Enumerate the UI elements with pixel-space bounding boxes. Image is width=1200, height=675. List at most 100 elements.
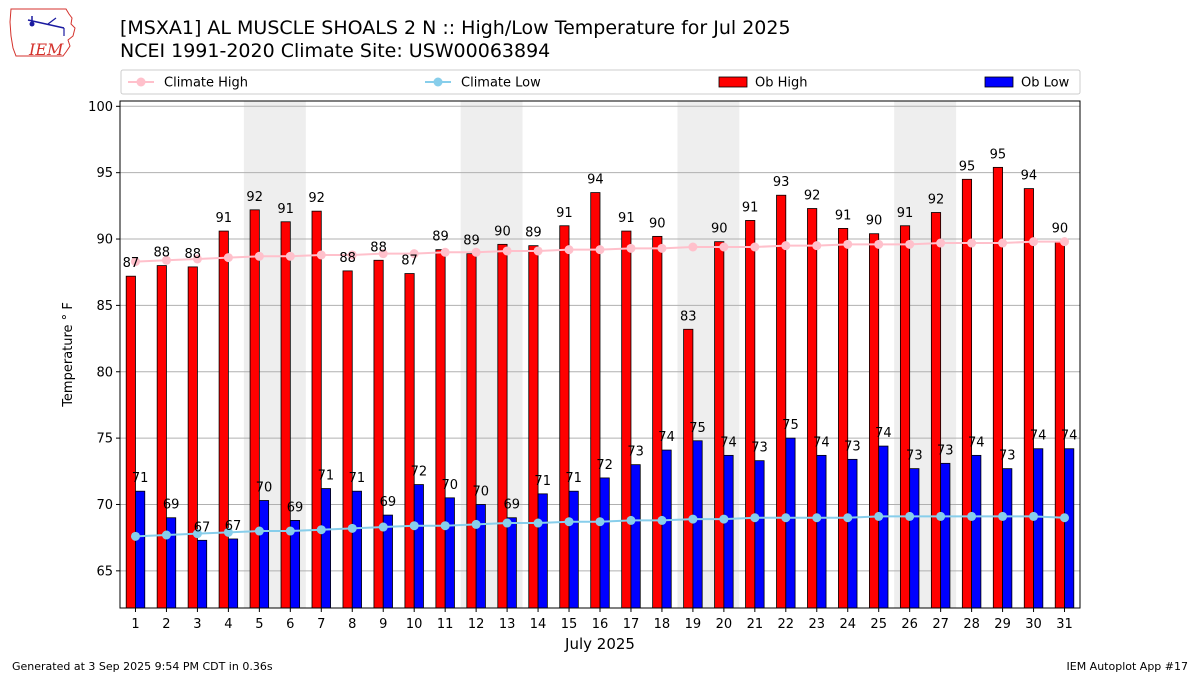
ob-high-bar — [1023, 188, 1034, 609]
ob-high-value-label: 92 — [804, 189, 821, 204]
ob-low-value-label: 73 — [999, 449, 1016, 464]
climate-high-point — [781, 241, 791, 251]
ob-high-value-label: 90 — [711, 222, 728, 237]
y-tick-label: 75 — [96, 432, 113, 447]
ob-low-value-label: 70 — [442, 478, 459, 493]
ob-high-value-label: 90 — [649, 216, 666, 231]
x-tick-label: 8 — [348, 617, 356, 632]
ob-low-bar — [320, 488, 331, 609]
ob-high-value-label: 92 — [308, 191, 325, 206]
climate-low-point — [316, 525, 326, 535]
x-tick-label: 27 — [932, 617, 949, 632]
ob-high-bar — [683, 328, 694, 609]
climate-high-point — [750, 242, 760, 252]
climate-high-point — [130, 257, 140, 267]
ob-high-bar — [1054, 241, 1065, 609]
ob-low-bar — [909, 468, 920, 609]
ob-low-value-label: 74 — [968, 435, 985, 450]
ob-high-value-label: 91 — [277, 202, 294, 217]
climate-high-point — [657, 243, 667, 253]
ob-high-bar — [497, 243, 508, 609]
climate-high-point — [378, 249, 388, 259]
x-tick-label: 19 — [685, 617, 702, 632]
y-tick-label: 90 — [96, 233, 113, 248]
ob-low-bar — [351, 490, 362, 609]
x-tick-label: 29 — [994, 617, 1011, 632]
ob-low-bar — [816, 454, 827, 609]
climate-low-point — [626, 515, 636, 525]
ob-low-value-label: 74 — [1030, 429, 1047, 444]
iem-logo: IEM — [8, 6, 80, 59]
ob-high-bar — [156, 265, 167, 609]
ob-low-bar — [413, 484, 424, 609]
x-tick-label: 10 — [406, 617, 423, 632]
y-tick-label: 80 — [96, 365, 113, 380]
climate-high-point — [874, 239, 884, 249]
ob-low-value-label: 75 — [689, 421, 706, 436]
climate-low-point — [936, 511, 946, 521]
ob-high-bar — [807, 208, 818, 609]
ob-low-bar — [878, 445, 889, 609]
ob-high-bar — [249, 209, 260, 609]
y-axis-label: Temperature ° F — [61, 302, 76, 408]
climate-low-point — [719, 514, 729, 524]
ob-low-bar — [1064, 448, 1075, 609]
climate-low-point — [874, 511, 884, 521]
ob-high-value-label: 92 — [246, 190, 263, 205]
legend-item-climate-high: Climate High — [128, 76, 248, 91]
climate-low-point — [471, 519, 481, 529]
climate-high-point — [998, 238, 1008, 248]
ob-low-value-label: 73 — [844, 439, 861, 454]
ob-high-bar — [187, 266, 198, 609]
ob-high-bar — [342, 270, 353, 609]
legend-label: Climate High — [164, 76, 248, 91]
legend-label: Ob Low — [1021, 76, 1070, 91]
ob-high-bar — [992, 166, 1003, 609]
x-tick-label: 9 — [379, 617, 387, 632]
x-axis-label: July 2025 — [564, 635, 635, 653]
ob-low-value-label: 69 — [163, 498, 180, 513]
climate-low-point — [192, 529, 202, 539]
ob-low-bar — [475, 504, 486, 609]
legend-box — [120, 69, 1081, 95]
ob-high-value-label: 89 — [525, 226, 542, 241]
x-tick-label: 7 — [317, 617, 325, 632]
x-tick-label: 17 — [623, 617, 640, 632]
climate-low-point — [657, 515, 667, 525]
ob-high-bar — [869, 233, 880, 609]
climate-high-point — [626, 243, 636, 253]
x-tick-label: 23 — [809, 617, 826, 632]
legend-bar-swatch — [984, 76, 1014, 88]
ob-high-bar — [466, 253, 477, 609]
climate-low-point — [285, 526, 295, 536]
ob-high-value-label: 93 — [773, 175, 790, 190]
ob-high-bar — [899, 225, 911, 609]
climate-high-point — [223, 253, 233, 263]
ob-low-bar — [599, 477, 610, 609]
ob-low-bar — [971, 454, 982, 609]
climate-high-point — [502, 246, 512, 256]
climate-high-point — [409, 249, 419, 259]
ob-low-bar — [723, 454, 734, 609]
climate-high-point — [812, 241, 822, 251]
ob-high-bar — [311, 210, 322, 609]
climate-low-point — [905, 511, 915, 521]
y-tick-label: 85 — [96, 299, 113, 314]
ob-high-value-label: 88 — [339, 251, 356, 266]
ob-high-bar — [218, 230, 229, 609]
climate-low-point — [254, 526, 264, 536]
climate-high-point — [471, 247, 481, 257]
x-tick-label: 15 — [561, 617, 578, 632]
climate-low-point — [409, 521, 419, 531]
climate-high-point — [192, 254, 202, 264]
climate-low-point — [564, 517, 574, 527]
ob-low-value-label: 70 — [256, 480, 273, 495]
ob-low-bar — [258, 500, 270, 609]
x-tick-label: 1 — [131, 617, 139, 632]
climate-high-point — [719, 242, 729, 252]
climate-high-point — [936, 238, 946, 248]
climate-low-point — [1060, 513, 1070, 523]
legend-label: Ob High — [755, 76, 808, 91]
logo-text: IEM — [29, 40, 64, 59]
climate-high-point — [595, 245, 605, 255]
